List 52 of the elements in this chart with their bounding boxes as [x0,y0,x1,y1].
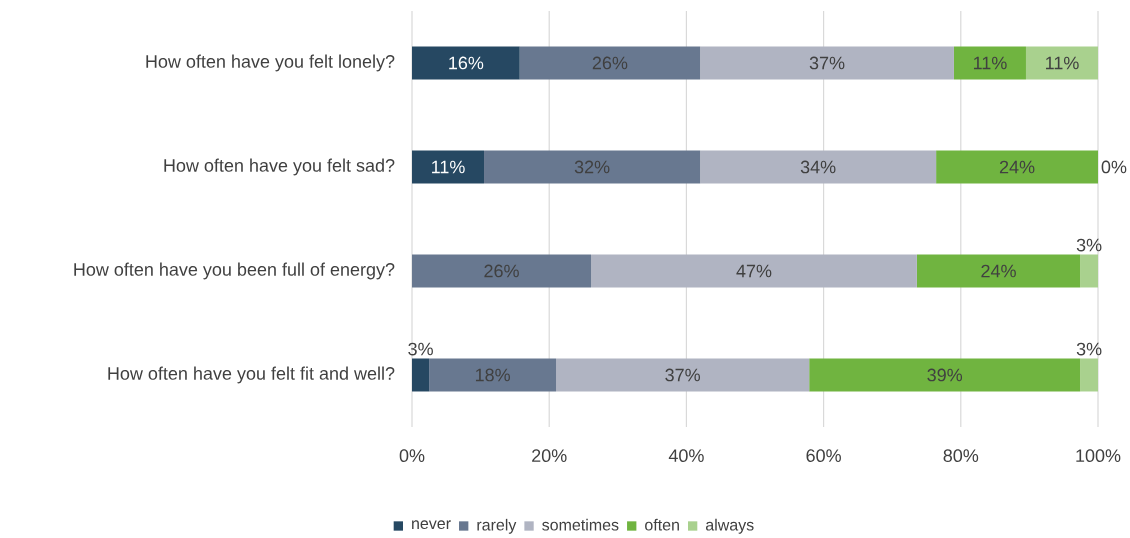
data-label: 24% [981,264,1016,278]
y-tick-label: How often have you felt fit and well? [108,366,395,384]
data-label: 0% [1101,160,1127,174]
bar [916,254,1081,288]
x-tick-label: 80% [943,449,979,462]
bar [1080,358,1098,392]
legend-label: never [412,520,451,530]
bar [412,254,592,288]
legend-label: rarely [477,518,517,534]
x-tick-label: 60% [806,449,841,462]
y-tick-label: How often have you felt sad? [164,158,395,176]
bar [700,150,937,184]
data-label: 24% [999,160,1035,174]
data-label: 37% [809,56,845,70]
bar [1080,254,1098,288]
data-label: 47% [736,264,772,278]
data-label: 34% [800,160,836,174]
data-label: 3% [1076,238,1102,252]
data-label: 26% [592,56,628,70]
data-label: 37% [665,368,701,382]
bar [429,358,557,392]
bar [700,46,954,80]
bar [556,358,810,392]
bar [936,150,1098,184]
bar [412,358,430,392]
legend-label: always [705,518,754,534]
data-label: 32% [574,160,610,174]
data-label: 18% [475,368,510,382]
bar [953,46,1026,80]
bar [412,150,485,184]
x-tick-label: 0% [399,449,425,462]
y-tick-label: How often have you felt lonely? [146,54,395,72]
data-label: 11% [974,56,1007,70]
bar [591,254,917,288]
legend-label: often [645,518,679,531]
data-label: 16% [449,56,484,70]
legend-label: sometimes [542,518,619,531]
data-label: 39% [927,368,963,382]
data-label: 11% [1046,56,1079,70]
bar [519,46,701,80]
x-tick-label: 40% [668,449,704,462]
bar [484,150,701,184]
data-label: 11% [432,160,465,174]
x-tick-label: 100% [1076,449,1121,462]
bar [412,46,520,80]
x-tick-label: 20% [532,449,567,462]
data-label: 3% [408,342,433,356]
bar [1025,46,1098,80]
data-label: 26% [484,264,519,278]
data-label: 3% [1076,342,1102,356]
y-tick-label: How often have you been full of energy? [74,262,395,280]
bar [809,358,1081,392]
